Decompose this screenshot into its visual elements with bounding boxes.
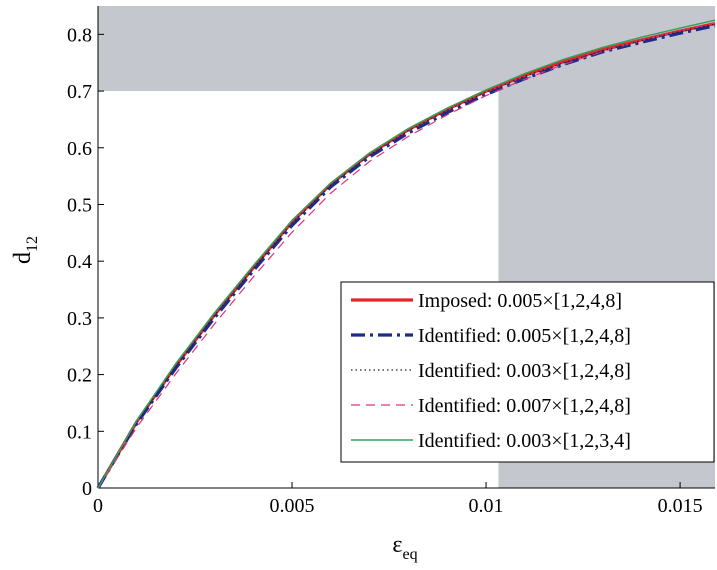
y-tick-label-3: 0.3 (67, 308, 92, 330)
legend-label-2: Identified: 0.005×[1,2,4,8] (418, 325, 631, 347)
x-axis-label: εeq (392, 532, 417, 563)
legend-label-5: Identified: 0.003×[1,2,3,4] (418, 430, 631, 452)
y-tick-label-2: 0.2 (67, 365, 92, 387)
x-tick-label-0: 0 (93, 495, 103, 517)
x-tick-label-2: 0.01 (469, 495, 504, 517)
legend-label-3: Identified: 0.003×[1,2,4,8] (418, 360, 631, 382)
y-tick-label-1: 0.1 (67, 421, 92, 443)
series-line-4 (97, 22, 716, 489)
y-tick-label-5: 0.5 (67, 194, 92, 216)
y-tick-label-0: 0 (82, 478, 92, 500)
y-tick-label-4: 0.4 (67, 251, 92, 273)
legend-label-4: Identified: 0.007×[1,2,4,8] (418, 395, 631, 417)
x-tick-label-3: 0.015 (658, 495, 703, 517)
y-tick-label-8: 0.8 (67, 24, 92, 46)
series-line-3 (97, 23, 716, 489)
y-tick-label-7: 0.7 (67, 81, 92, 103)
legend-box (340, 281, 715, 463)
series-line-5 (97, 19, 716, 489)
y-tick-label-6: 0.6 (67, 138, 92, 160)
series-line-1 (96, 22, 716, 489)
y-axis-label: d12 (10, 236, 41, 264)
x-tick-label-1: 0.005 (270, 495, 315, 517)
legend-label-1: Imposed: 0.005×[1,2,4,8] (418, 290, 622, 312)
legend: Imposed: 0.005×[1,2,4,8] Identified: 0.0… (340, 281, 715, 463)
